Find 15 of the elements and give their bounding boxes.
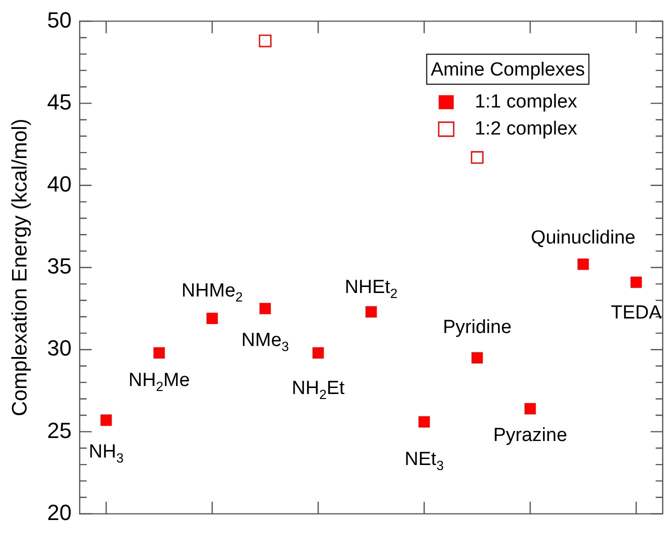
legend-label: 1:2 complex	[474, 118, 578, 140]
y-tick-label: 20	[47, 500, 72, 525]
y-tick-label: 50	[47, 7, 72, 32]
y-tick-label: 45	[47, 89, 72, 114]
x-tick-label: Pyridine	[442, 317, 512, 338]
y-tick-label: 25	[47, 418, 72, 443]
legend-title: Amine Complexes	[430, 59, 585, 80]
y-tick-label: 35	[47, 254, 72, 279]
y-axis-title: Complexation Energy (kcal/mol)	[8, 118, 32, 416]
y-tick-label: 40	[47, 171, 72, 196]
x-tick-label: TEDA	[610, 302, 662, 324]
x-tick-label: Pyrazine	[493, 424, 568, 446]
y-tick-label: 30	[47, 336, 72, 361]
x-tick-label: Quinuclidine	[530, 227, 636, 248]
legend-label: 1:1 complex	[474, 91, 578, 112]
